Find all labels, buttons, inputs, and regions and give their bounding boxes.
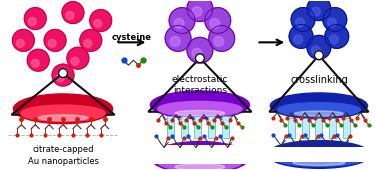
Text: electrostatic
interactions: electrostatic interactions [172,75,228,95]
Ellipse shape [278,103,360,117]
FancyBboxPatch shape [302,118,309,138]
Circle shape [84,39,92,47]
Circle shape [325,24,349,48]
Circle shape [312,46,320,55]
Ellipse shape [295,111,343,116]
Circle shape [294,35,303,44]
FancyBboxPatch shape [195,116,201,138]
Circle shape [187,37,213,63]
FancyBboxPatch shape [222,116,229,138]
Circle shape [210,19,220,28]
Circle shape [16,39,24,47]
Circle shape [66,12,74,20]
Circle shape [27,49,49,71]
Circle shape [170,36,180,46]
Circle shape [52,64,74,86]
Circle shape [58,69,68,78]
Ellipse shape [175,164,225,170]
Circle shape [209,26,235,51]
Ellipse shape [13,94,112,124]
Circle shape [315,51,323,60]
Circle shape [169,8,195,33]
Circle shape [67,47,89,69]
Circle shape [289,24,313,48]
Circle shape [31,59,39,67]
FancyArrowPatch shape [118,40,143,45]
FancyBboxPatch shape [329,118,336,138]
FancyBboxPatch shape [209,116,215,138]
Ellipse shape [267,141,371,168]
Circle shape [192,48,202,58]
Circle shape [291,8,315,31]
Circle shape [28,18,36,26]
Ellipse shape [158,154,242,170]
Circle shape [71,57,79,65]
Circle shape [192,7,202,16]
Bar [146,144,255,164]
Ellipse shape [270,93,368,119]
Circle shape [323,8,347,31]
Ellipse shape [274,151,363,166]
Circle shape [56,74,64,82]
Ellipse shape [150,91,249,119]
FancyBboxPatch shape [343,118,350,138]
Circle shape [327,18,336,27]
Text: cysteine: cysteine [112,33,152,42]
Circle shape [205,8,231,33]
Text: crosslinking: crosslinking [290,75,348,85]
Circle shape [24,8,46,29]
Ellipse shape [38,115,88,121]
Circle shape [214,36,224,46]
Ellipse shape [150,142,249,170]
Ellipse shape [293,160,345,166]
Circle shape [165,26,191,51]
FancyBboxPatch shape [166,116,174,138]
Circle shape [312,7,320,16]
Circle shape [329,35,338,44]
Circle shape [94,20,102,28]
Circle shape [90,10,112,31]
Ellipse shape [21,105,105,121]
Circle shape [80,29,102,51]
Circle shape [296,18,304,27]
FancyBboxPatch shape [180,116,188,138]
Circle shape [187,0,213,22]
Circle shape [195,54,204,63]
Circle shape [44,29,66,51]
Circle shape [62,2,84,23]
Ellipse shape [158,101,242,117]
Bar [261,148,375,162]
FancyBboxPatch shape [288,118,295,138]
Circle shape [174,19,184,28]
Circle shape [12,29,34,51]
FancyArrowPatch shape [259,40,282,45]
Circle shape [48,39,56,47]
Circle shape [307,0,331,21]
Ellipse shape [175,110,225,116]
FancyBboxPatch shape [315,118,322,138]
Text: citrate-capped
Au nanoparticles: citrate-capped Au nanoparticles [27,145,99,166]
Circle shape [307,35,331,59]
